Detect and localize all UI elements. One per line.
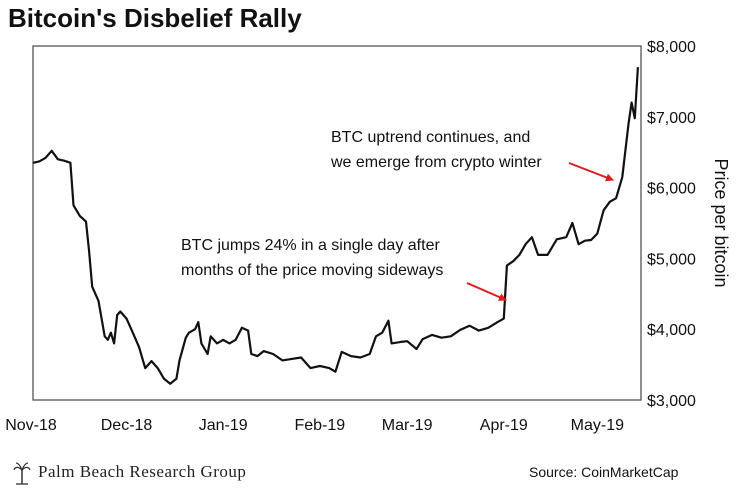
annotation-jump-line-2: months of the price moving sideways [181, 262, 443, 279]
y-tick-label: $6,000 [647, 181, 696, 198]
source-note: Source: CoinMarketCap [529, 464, 679, 480]
price-series-line [32, 67, 639, 385]
annotation-uptrend-line-1: BTC uptrend continues, and [331, 129, 530, 146]
x-tick-label: Jan-19 [199, 417, 248, 434]
y-axis-ticks: $3,000 $4,000 $5,000 $6,000 $7,000 $8,000 [647, 39, 696, 410]
y-axis-label: Price per bitcoin [711, 158, 731, 287]
y-tick-label: $4,000 [647, 322, 696, 339]
brand-name: Palm Beach Research Group [38, 462, 246, 481]
x-tick-label: Nov-18 [5, 417, 57, 434]
x-tick-label: May-19 [571, 417, 624, 434]
y-tick-label: $8,000 [647, 39, 696, 56]
x-tick-label: Apr-19 [480, 417, 528, 434]
x-tick-label: Mar-19 [382, 417, 433, 434]
y-tick-label: $3,000 [647, 393, 696, 410]
x-tick-label: Dec-18 [101, 417, 153, 434]
y-tick-label: $7,000 [647, 110, 696, 127]
annotation-jump-arrow [466, 282, 507, 301]
x-tick-label: Feb-19 [294, 417, 345, 434]
y-tick-label: $5,000 [647, 251, 696, 268]
annotation-uptrend-arrow [568, 162, 614, 182]
annotation-jump-line-1: BTC jumps 24% in a single day after [181, 237, 440, 254]
palm-tree-icon [13, 462, 31, 485]
plot-frame [32, 45, 642, 401]
x-axis-ticks: Nov-18 Dec-18 Jan-19 Feb-19 Mar-19 Apr-19 May-… [5, 417, 624, 434]
chart-title: Bitcoin's Disbelief Rally [8, 3, 302, 33]
annotation-uptrend-line-2: we emerge from crypto winter [330, 154, 542, 171]
